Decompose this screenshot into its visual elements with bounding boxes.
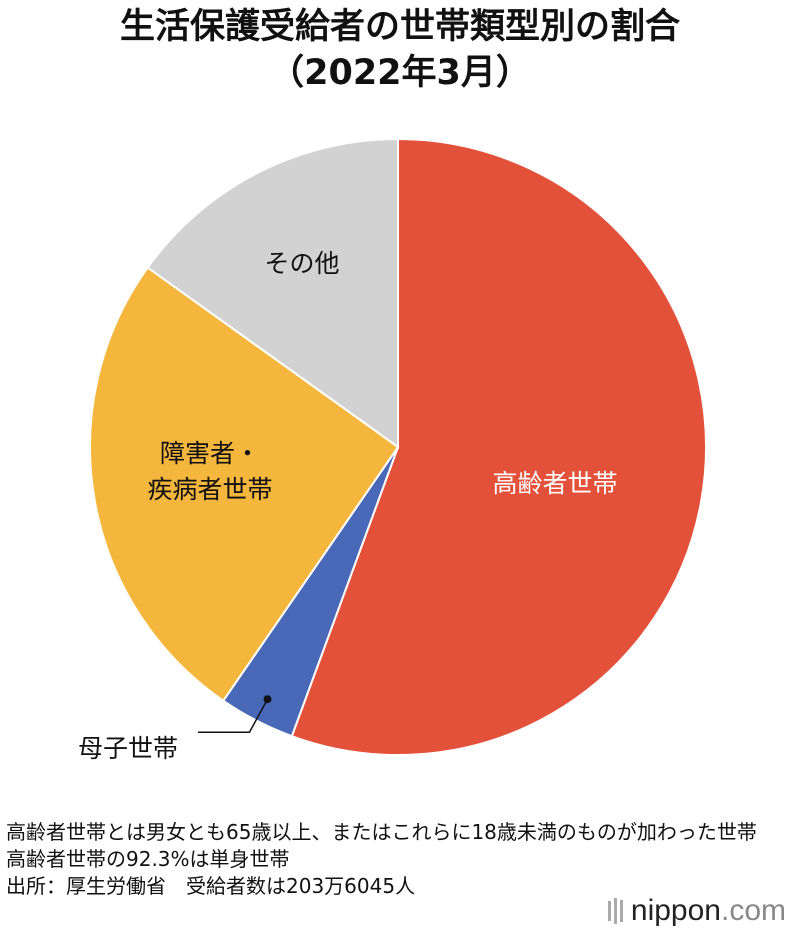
brand-domain: .com: [720, 894, 786, 927]
brand-logo: nippon.com: [607, 893, 786, 929]
pie-slice-elderly: [290, 137, 707, 756]
slice-label-single-mother: 母子世帯: [78, 734, 178, 763]
slice-label-disabled-sick: 障害者・疾病者世帯: [147, 439, 272, 504]
pie-slice-other: [146, 137, 399, 449]
footnotes: 高齢者世帯とは男女とも65歳以上、またはこれらに18歳未満のものが加わった世帯 …: [6, 819, 796, 900]
chart-title: 生活保護受給者の世帯類型別の割合 （2022年3月）: [0, 4, 800, 96]
brand-name: nippon: [630, 894, 721, 927]
slice-label-other: その他: [264, 249, 339, 278]
leader-line: [198, 698, 269, 733]
pie-slice-disabled-sick: [89, 266, 400, 703]
chart-title-line2: （2022年3月）: [269, 53, 531, 93]
brand-mark-icon: [607, 898, 623, 924]
footnote-source: 出所：厚生労働省 受給者数は203万6045人: [6, 874, 416, 898]
slice-label-elderly: 高齢者世帯: [492, 469, 617, 498]
footnote-definition: 高齢者世帯とは男女とも65歳以上、またはこれらに18歳未満のものが加わった世帯: [6, 820, 757, 844]
footnote-single-households: 高齢者世帯の92.3%は単身世帯: [6, 847, 290, 871]
chart-title-line1: 生活保護受給者の世帯類型別の割合: [119, 7, 680, 47]
